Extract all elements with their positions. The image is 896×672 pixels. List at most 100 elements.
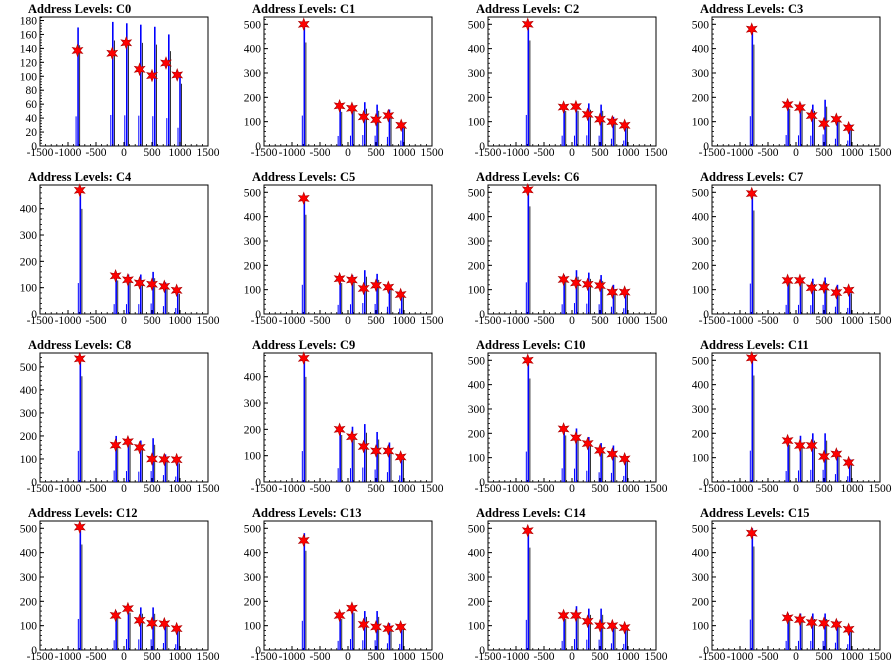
panel-10: Address Levels: C10 -1500 -1000 -500 0 500 100… [448,336,672,504]
peak-marker [146,452,158,466]
histogram-panel-6: Address Levels: C6-1500 -1000 -500 0 500 1000… [468,170,668,327]
y-tick-label: 100 [20,283,38,295]
x-tick-label: -500 [757,315,778,327]
x-tick-label: 1500 [869,147,892,159]
x-tick-label: 1500 [421,147,444,159]
peak-marker [158,616,171,631]
x-tick-label: 1000 [393,315,416,327]
x-tick-label: -1000 [503,315,530,327]
x-tick-label: 0 [121,651,127,663]
x-tick-label: -1500 [699,651,726,663]
y-tick-label: 200 [468,596,486,608]
y-tick-label: 200 [468,428,486,440]
peak-marker [818,449,830,464]
peak-marker [370,278,382,293]
x-tick-label: -500 [533,483,554,495]
y-tick-label: 400 [244,372,262,384]
x-tick-label: -1000 [279,483,306,495]
x-tick-label: 1000 [169,147,192,159]
y-tick-label: 300 [244,68,262,80]
histogram-panel-5: Address Levels: C5-1500 -1000 -500 0 500 1000… [244,170,444,327]
y-tick-label: 0 [479,141,485,153]
panel-8: Address Levels: C8 -1500 -1000 -500 0 500 1000… [0,336,224,504]
peak-marker [73,183,86,198]
peak-marker [357,617,370,632]
y-tick-label: 500 [692,355,710,367]
y-tick-label: 120 [20,57,38,69]
peak-marker [133,62,146,77]
x-tick-label: -500 [309,651,330,663]
y-tick-label: 300 [692,572,710,584]
x-tick-label: -1500 [27,651,54,663]
peak-marker [781,273,794,288]
y-tick-label: 300 [468,572,486,584]
peak-marker [569,608,582,623]
y-tick-label: 400 [468,548,486,560]
x-tick-label: 500 [591,483,609,495]
peak-marker [297,533,310,548]
y-tick-label: 400 [20,548,38,560]
peak-marker [121,434,134,449]
plot-frame [39,352,209,483]
x-tick-label: 0 [345,483,351,495]
histogram-panel-12: Address Levels: C12 -1500 -1000 -500 0 500 100… [20,506,220,663]
plot-frame [39,184,209,315]
x-tick-label: 500 [815,315,833,327]
x-tick-label: -1000 [503,651,530,663]
x-tick-label: -1500 [699,483,726,495]
peak-marker [557,608,570,623]
y-tick-label: 100 [692,621,710,633]
y-tick-label: 500 [468,187,486,199]
panel-title: Address Levels: C2 [476,2,579,16]
peak-marker [297,191,310,206]
y-tick-label: 180 [20,15,38,27]
y-tick-label: 0 [31,141,37,153]
peak-marker [594,112,606,127]
peak-marker [382,108,395,123]
x-tick-label: -500 [533,651,554,663]
peak-marker [745,351,758,365]
y-tick-label: 0 [255,309,261,321]
y-tick-label: 40 [26,113,38,125]
y-tick-label: 300 [468,236,486,248]
panel-title: Address Levels: C6 [476,170,579,184]
y-tick-label: 200 [692,596,710,608]
x-tick-label: 1500 [645,315,668,327]
x-tick-label: 1500 [197,147,220,159]
x-tick-label: -500 [85,483,106,495]
y-tick-label: 20 [26,127,38,139]
y-tick-label: 100 [244,285,262,297]
x-tick-label: 500 [143,483,161,495]
x-tick-label: -500 [309,147,330,159]
peak-marker [333,422,346,437]
peak-marker [618,118,631,133]
x-tick-label: 1500 [645,483,668,495]
y-tick-label: 0 [479,309,485,321]
peak-marker [73,520,86,534]
y-tick-label: 140 [20,43,38,55]
y-tick-label: 400 [468,212,486,224]
peak-marker [395,118,408,133]
panel-3: Address Levels: C3 -1500 -1000 -500 0 500 1000… [672,0,896,168]
x-tick-label: -500 [533,315,554,327]
x-tick-label: 1500 [869,315,892,327]
peak-marker [581,614,594,629]
peak-marker [170,452,183,467]
peak-marker [594,443,606,458]
y-tick-label: 200 [244,92,262,104]
x-tick-label: 0 [569,315,575,327]
panel-11: Address Levels: C11 -1500 -1000 -500 0 500 100… [672,336,896,504]
y-tick-label: 100 [244,621,262,633]
y-tick-label: 400 [692,380,710,392]
x-tick-label: -500 [757,483,778,495]
peak-marker [521,183,534,197]
x-tick-label: 1500 [421,483,444,495]
panel-title: Address Levels: C15 [700,506,810,520]
x-tick-label: -500 [309,315,330,327]
x-tick-label: 1000 [169,315,192,327]
y-tick-label: 0 [255,645,261,657]
y-tick-label: 200 [692,92,710,104]
peak-marker [109,608,122,623]
x-tick-label: -500 [309,483,330,495]
peak-marker [160,56,172,70]
